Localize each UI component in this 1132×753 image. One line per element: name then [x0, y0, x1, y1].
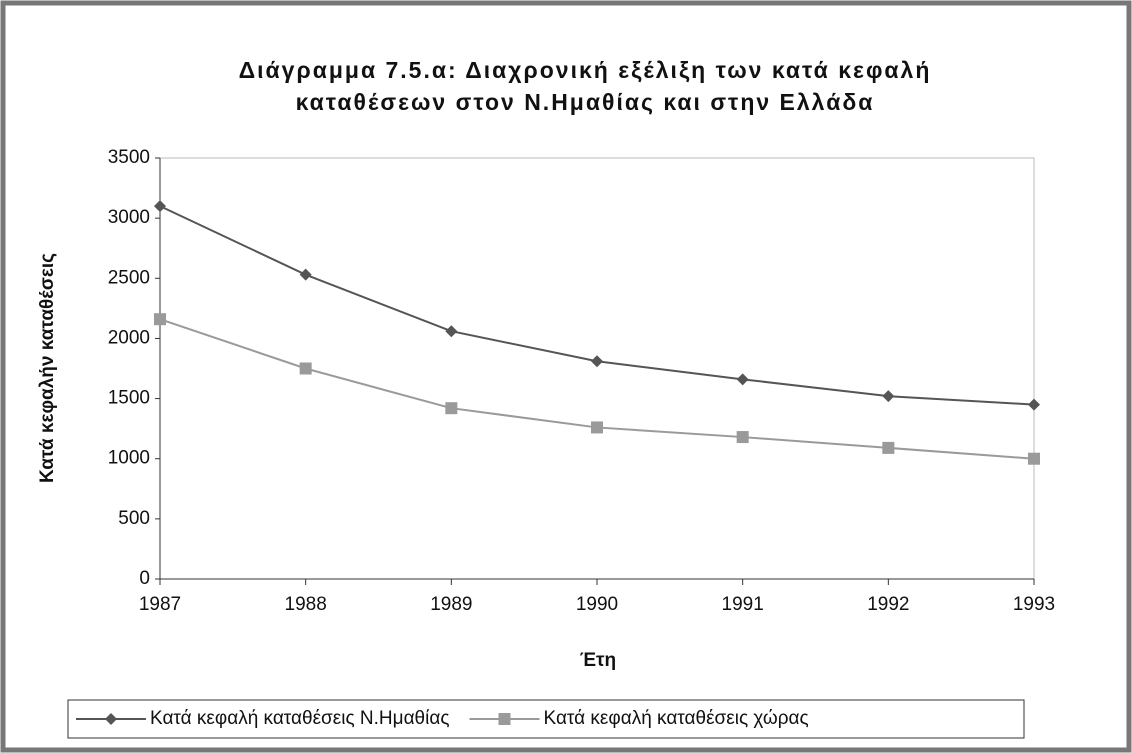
x-tick-label: 1989 [430, 594, 472, 615]
x-tick-label: 1991 [722, 594, 764, 615]
chart-title: καταθέσεων στον Ν.Ημαθίας και στην Ελλάδ… [296, 89, 875, 115]
marker [445, 325, 458, 338]
marker [154, 313, 166, 326]
marker [299, 362, 312, 375]
y-tick-label: 3000 [108, 207, 150, 228]
legend-label: Κατά κεφαλή καταθέσεις χώρας [544, 708, 809, 729]
marker [154, 200, 166, 213]
marker [105, 713, 117, 725]
marker [498, 713, 511, 725]
marker [445, 402, 458, 415]
y-tick-label: 2500 [108, 267, 150, 288]
y-tick-label: 0 [139, 568, 150, 589]
legend [67, 699, 1025, 739]
marker [299, 268, 312, 281]
marker [1028, 452, 1040, 465]
x-tick-label: 1992 [867, 594, 909, 615]
y-tick-label: 1000 [108, 448, 150, 469]
y-axis-label: Κατά κεφαλήν καταθέσεις [37, 253, 58, 483]
legend-label: Κατά κεφαλή καταθέσεις Ν.Ημαθίας [150, 708, 450, 729]
y-tick-label: 500 [118, 508, 150, 529]
x-tick-label: 1988 [285, 594, 327, 615]
marker [591, 355, 603, 368]
y-tick-label: 2000 [108, 327, 150, 348]
y-tick-label: 3500 [108, 147, 150, 168]
x-tick-label: 1990 [576, 594, 618, 615]
plot-area [159, 157, 1035, 580]
marker [591, 421, 603, 434]
marker [882, 390, 895, 403]
x-tick-label: 1993 [1013, 594, 1055, 615]
marker [736, 373, 749, 386]
marker [882, 441, 895, 454]
x-axis-label: Έτη [580, 650, 616, 671]
series-line [159, 205, 1035, 406]
x-tick-label: 1987 [139, 594, 181, 615]
marker [736, 431, 749, 444]
y-tick-label: 1500 [108, 388, 150, 409]
chart-title: Διάγραμμα 7.5.α: Διαχρονική εξέλιξη των … [239, 57, 932, 83]
marker [1028, 398, 1040, 411]
series-line [159, 318, 1035, 460]
